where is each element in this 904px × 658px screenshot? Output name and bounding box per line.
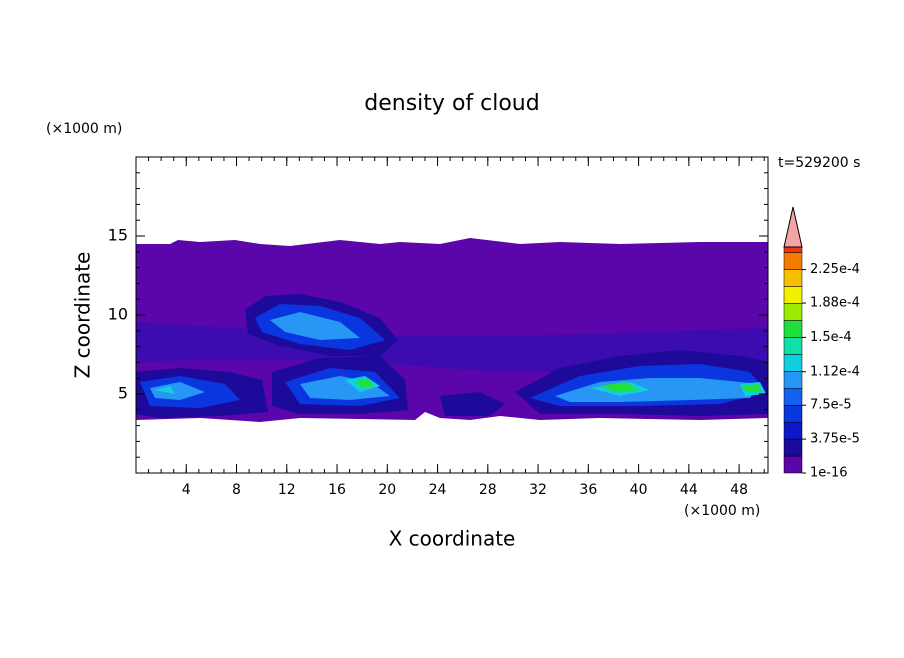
colorbar-band: [783, 246, 803, 253]
x-tick-label: 16: [328, 482, 346, 498]
colorbar-tick-label: 1.12e-4: [810, 364, 860, 379]
colorbar-band: [783, 404, 803, 423]
y-tick-label: 5: [118, 384, 128, 403]
y-unit: (×1000 m): [46, 121, 122, 137]
x-tick-label: 32: [529, 482, 547, 498]
x-tick-label: 36: [579, 482, 597, 498]
colorbar-band: [783, 320, 803, 338]
x-tick-label: 20: [378, 482, 396, 498]
x-tick-label: 12: [278, 482, 296, 498]
x-tick-label: 44: [680, 482, 698, 498]
colorbar-band: [783, 269, 803, 287]
colorbar-band: [783, 371, 803, 389]
colorbar-band: [783, 421, 803, 440]
colorbar-band: [783, 354, 803, 372]
colorbar-tick-label: 1.88e-4: [810, 296, 860, 311]
x-tick-label: 48: [730, 482, 748, 498]
colorbar-band: [783, 252, 803, 270]
x-tick-label: 24: [429, 482, 447, 498]
chart-title: density of cloud: [364, 91, 539, 116]
y-tick-label: 10: [108, 305, 128, 324]
colorbar-band: [783, 303, 803, 321]
x-tick-label: 8: [232, 482, 241, 498]
colorbar-tick-label: 2.25e-4: [810, 262, 860, 277]
x-tick-label: 40: [630, 482, 648, 498]
cloud-region: [150, 312, 760, 402]
x-tick-label: 28: [479, 482, 497, 498]
colorbar-tick-label: 1.5e-4: [810, 330, 852, 345]
y-axis-label: Z coordinate: [71, 252, 95, 379]
colorbar-band: [783, 438, 803, 457]
x-axis-label: X coordinate: [389, 527, 516, 551]
time-label: t=529200 s: [778, 155, 860, 171]
x-tick-label: 4: [182, 482, 191, 498]
colorbar-tick-label: 3.75e-5: [810, 432, 860, 447]
y-tick-label: 15: [108, 226, 128, 245]
contour-field: [136, 238, 768, 422]
colorbar-tick-label: 1e-16: [810, 466, 848, 481]
colorbar-band: [783, 286, 803, 304]
colorbar-band: [783, 388, 803, 406]
x-unit: (×1000 m): [684, 503, 760, 519]
colorbar-tick-label: 7.5e-5: [810, 398, 852, 413]
colorbar-band: [783, 455, 803, 474]
colorbar-band: [783, 337, 803, 355]
colorbar-extension: [783, 206, 803, 248]
